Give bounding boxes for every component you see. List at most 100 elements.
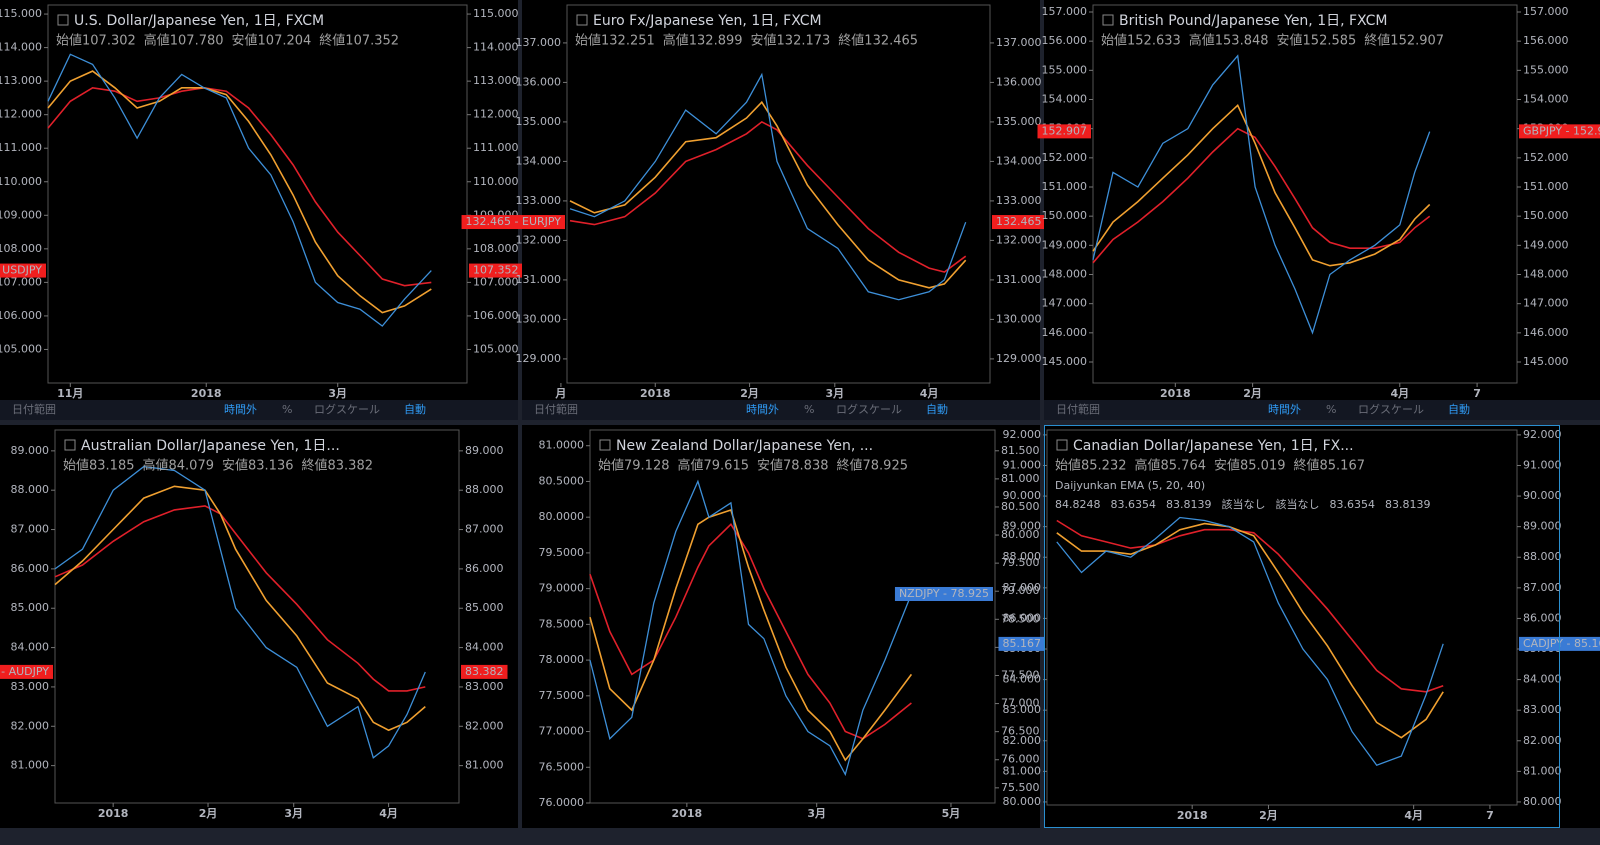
x-tick-label: 2月 bbox=[199, 807, 218, 820]
ohlc-value: 始値107.302 bbox=[56, 33, 136, 49]
toolbar-session[interactable]: 時間外 bbox=[746, 403, 779, 416]
y-tick-label: 137.000 bbox=[516, 36, 562, 49]
y-tick-label: 152.000 bbox=[1523, 151, 1569, 164]
chart-title[interactable]: Australian Dollar/Japanese Yen, 1日... bbox=[81, 438, 340, 454]
y-tick-label: 152.000 bbox=[1042, 151, 1088, 164]
y-tick-label: 82.000 bbox=[465, 719, 504, 732]
y-tick-label: 81.500 bbox=[1001, 444, 1040, 457]
y-tick-label: 151.000 bbox=[1042, 180, 1088, 193]
y-tick-label: 148.000 bbox=[1523, 268, 1569, 281]
price-tag bbox=[461, 664, 508, 679]
chart-title[interactable]: Euro Fx/Japanese Yen, 1日, FXCM bbox=[593, 13, 822, 29]
price-tag-label: 85.167 bbox=[1003, 637, 1042, 650]
y-tick-label: 91.000 bbox=[1523, 458, 1562, 471]
x-tick-label: 2月 bbox=[740, 387, 759, 400]
y-tick-label: 80.000 bbox=[1001, 528, 1040, 541]
y-tick-label: 84.000 bbox=[1523, 673, 1562, 686]
toolbar-percent[interactable]: % bbox=[804, 403, 814, 416]
y-tick-label: 76.5000 bbox=[539, 760, 585, 773]
price-tag-label: 83.382 bbox=[465, 665, 504, 678]
y-tick-label: 150.000 bbox=[1523, 209, 1569, 222]
ohlc-value: 始値83.185 bbox=[63, 458, 135, 474]
y-tick-label: 145.000 bbox=[1523, 355, 1569, 368]
plot-frame bbox=[589, 429, 996, 804]
y-tick-label: 88.000 bbox=[11, 483, 50, 496]
y-tick-label: 156.000 bbox=[1523, 34, 1569, 47]
ohlc-value: 始値132.251 bbox=[575, 33, 655, 49]
ohlc-value: 終値78.925 bbox=[837, 458, 909, 474]
y-tick-label: 84.000 bbox=[11, 641, 50, 654]
y-tick-label: 88.000 bbox=[1003, 550, 1042, 563]
y-tick-label: 86.000 bbox=[11, 562, 50, 575]
price-tag bbox=[1519, 124, 1600, 139]
toolbar-range[interactable]: 日付範囲 bbox=[12, 402, 56, 416]
y-tick-label: 114.000 bbox=[0, 41, 42, 54]
toolbar-range[interactable]: 日付範囲 bbox=[534, 402, 578, 416]
x-tick-label: 5月 bbox=[942, 807, 961, 820]
toolbar-log[interactable]: ログスケール bbox=[836, 402, 902, 416]
y-tick-label: 149.000 bbox=[1523, 238, 1569, 251]
y-tick-label: 130.000 bbox=[516, 312, 562, 325]
chart-title[interactable]: British Pound/Japanese Yen, 1日, FXCM bbox=[1119, 13, 1388, 29]
plot-frame bbox=[54, 429, 460, 804]
collapse-icon[interactable] bbox=[599, 439, 611, 451]
y-tick-label: 145.000 bbox=[1042, 355, 1088, 368]
y-tick-label: 132.000 bbox=[996, 233, 1042, 246]
chart-title[interactable]: New Zealand Dollar/Japanese Yen, ... bbox=[616, 438, 873, 454]
y-tick-label: 135.000 bbox=[516, 115, 562, 128]
collapse-icon[interactable] bbox=[1056, 439, 1068, 451]
y-tick-label: 86.000 bbox=[1523, 611, 1562, 624]
ohlc-value: 安値83.136 bbox=[222, 458, 294, 474]
y-tick-label: 89.000 bbox=[465, 444, 504, 457]
y-tick-label: 78.0000 bbox=[539, 653, 585, 666]
price-tag bbox=[461, 215, 565, 230]
chart-title[interactable]: Canadian Dollar/Japanese Yen, 1日, FX... bbox=[1073, 438, 1354, 454]
y-tick-label: 155.000 bbox=[1523, 63, 1569, 76]
price-line bbox=[589, 479, 913, 777]
y-tick-label: 154.000 bbox=[1042, 93, 1088, 106]
price-line bbox=[54, 465, 426, 759]
y-tick-label: 80.5000 bbox=[539, 474, 585, 487]
price-line bbox=[1092, 103, 1431, 267]
toolbar-auto[interactable]: 自動 bbox=[926, 402, 948, 416]
collapse-icon[interactable] bbox=[1102, 14, 1114, 26]
y-tick-label: 79.5000 bbox=[539, 546, 585, 559]
collapse-icon[interactable] bbox=[64, 439, 76, 451]
ohlc-value: 高値85.764 bbox=[1135, 458, 1207, 474]
x-tick-label: 4月 bbox=[1404, 809, 1423, 822]
collapse-icon[interactable] bbox=[57, 14, 69, 26]
toolbar-percent[interactable]: % bbox=[1326, 403, 1336, 416]
indicator-value: 該当なし bbox=[1276, 497, 1320, 511]
x-tick-label: 2018 bbox=[1177, 809, 1208, 822]
price-line bbox=[47, 70, 432, 314]
y-tick-label: 113.000 bbox=[473, 74, 519, 87]
collapse-icon[interactable] bbox=[576, 14, 588, 26]
toolbar-percent[interactable]: % bbox=[282, 403, 292, 416]
price-line bbox=[54, 505, 426, 692]
x-tick-label: 2018 bbox=[191, 387, 222, 400]
price-tag-label: NZDJPY - 78.925 bbox=[899, 587, 989, 600]
toolbar-session[interactable]: 時間外 bbox=[1268, 403, 1301, 416]
ohlc-value: 始値79.128 bbox=[598, 458, 670, 474]
toolbar-log[interactable]: ログスケール bbox=[314, 402, 380, 416]
price-tag bbox=[992, 215, 1046, 230]
y-tick-label: 87.000 bbox=[1523, 581, 1562, 594]
toolbar-range[interactable]: 日付範囲 bbox=[1056, 402, 1100, 416]
y-tick-label: 111.000 bbox=[473, 141, 519, 154]
active-frame bbox=[1044, 425, 1560, 828]
y-tick-label: 86.000 bbox=[465, 562, 504, 575]
y-tick-label: 91.000 bbox=[1003, 458, 1042, 471]
chart-title[interactable]: U.S. Dollar/Japanese Yen, 1日, FXCM bbox=[74, 13, 324, 29]
price-tag bbox=[998, 636, 1045, 651]
y-tick-label: 89.000 bbox=[1003, 520, 1042, 533]
y-tick-label: 79.0000 bbox=[539, 582, 585, 595]
y-tick-label: 134.000 bbox=[996, 154, 1042, 167]
toolbar-session[interactable]: 時間外 bbox=[224, 403, 257, 416]
y-tick-label: 112.000 bbox=[0, 108, 42, 121]
toolbar-log[interactable]: ログスケール bbox=[1358, 402, 1424, 416]
x-tick-label: 2月 bbox=[1243, 387, 1262, 400]
toolbar-auto[interactable]: 自動 bbox=[404, 402, 426, 416]
indicator-name[interactable]: Daijyunkan EMA (5, 20, 40) bbox=[1055, 479, 1205, 492]
y-tick-label: 132.000 bbox=[516, 233, 562, 246]
toolbar-auto[interactable]: 自動 bbox=[1448, 402, 1470, 416]
